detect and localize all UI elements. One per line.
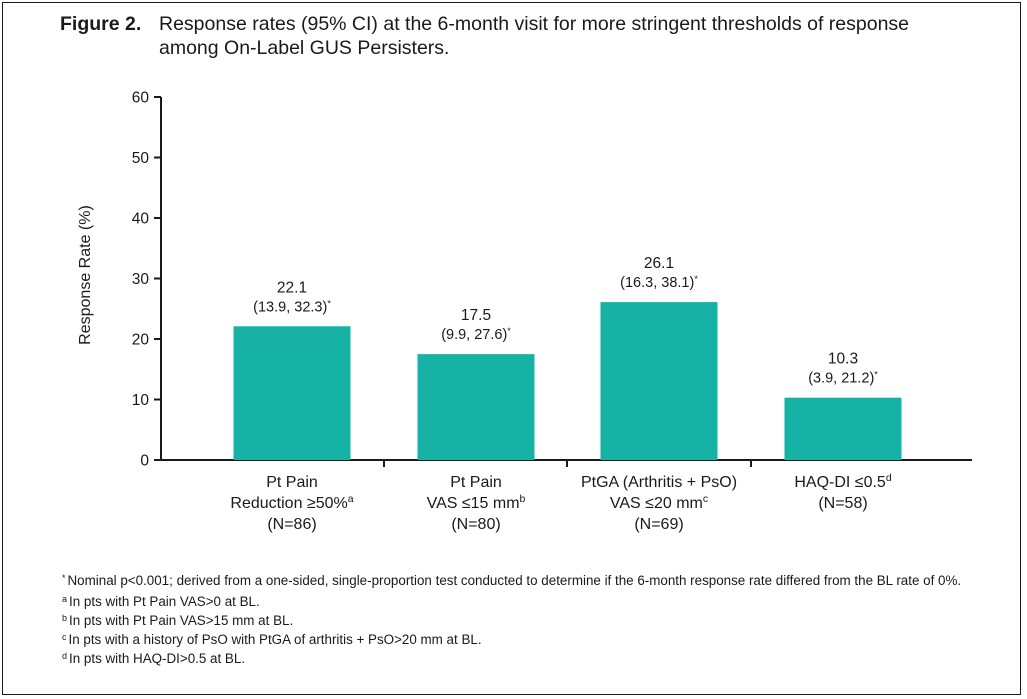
x-category-label: Pt Pain — [266, 474, 318, 491]
x-category-label: Reduction ≥50%a — [230, 493, 353, 512]
y-tick-label: 50 — [132, 150, 150, 167]
figure-label: Figure 2. — [60, 13, 142, 35]
y-axis-title: Response Rate (%) — [77, 205, 94, 345]
x-category-label: (N=80) — [451, 516, 500, 533]
footnote-c: c In pts with a history of PsO with PtGA … — [62, 632, 482, 647]
y-tick-label: 40 — [132, 211, 150, 228]
bar-ci-label: (3.9, 21.2)* — [808, 370, 878, 387]
y-tick-label: 10 — [132, 392, 150, 409]
footnote-b: b In pts with Pt Pain VAS>15 mm at BL. — [62, 613, 294, 628]
x-category-label: (N=86) — [267, 516, 316, 533]
bar — [417, 354, 535, 460]
footnote-d: d In pts with HAQ-DI>0.5 at BL. — [62, 651, 246, 666]
y-tick-label: 20 — [132, 332, 150, 349]
footnote-a: a In pts with Pt Pain VAS>0 at BL. — [62, 594, 260, 609]
y-tick-label: 30 — [132, 271, 150, 288]
y-tick-label: 0 — [140, 453, 149, 470]
bar — [600, 302, 718, 460]
bar — [784, 397, 902, 460]
bar-ci-label: (13.9, 32.3)* — [253, 298, 331, 315]
figure-caption: Response rates (95% CI) at the 6-month v… — [159, 13, 910, 59]
x-category-label: Pt Pain — [450, 474, 502, 491]
x-category-label: VAS ≤15 mmb — [427, 493, 526, 512]
bar-ci-label: (16.3, 38.1)* — [620, 274, 698, 291]
bar-value-label: 10.3 — [828, 351, 858, 368]
footnote-star: * Nominal p<0.001; derived from a one-sid… — [62, 573, 962, 588]
bar-chart: Response Rate (%) 0 10 20 30 40 50 60 22.1 (13.9… — [77, 90, 972, 533]
footnotes: * Nominal p<0.001; derived from a one-sid… — [62, 570, 962, 667]
bar — [233, 326, 351, 460]
x-category-label: PtGA (Arthritis + PsO) — [581, 474, 737, 491]
y-tick-label: 60 — [132, 90, 150, 107]
x-category-label: (N=69) — [634, 516, 683, 533]
bar-value-label: 26.1 — [644, 255, 674, 272]
x-category-label: (N=58) — [818, 495, 867, 512]
x-category-label: VAS ≤20 mmc — [610, 493, 708, 512]
bar-ci-label: (9.9, 27.6)* — [441, 326, 511, 343]
x-category-label: HAQ-DI ≤0.5d — [794, 472, 891, 491]
bar-value-label: 22.1 — [277, 279, 307, 296]
bar-value-label: 17.5 — [461, 307, 491, 324]
